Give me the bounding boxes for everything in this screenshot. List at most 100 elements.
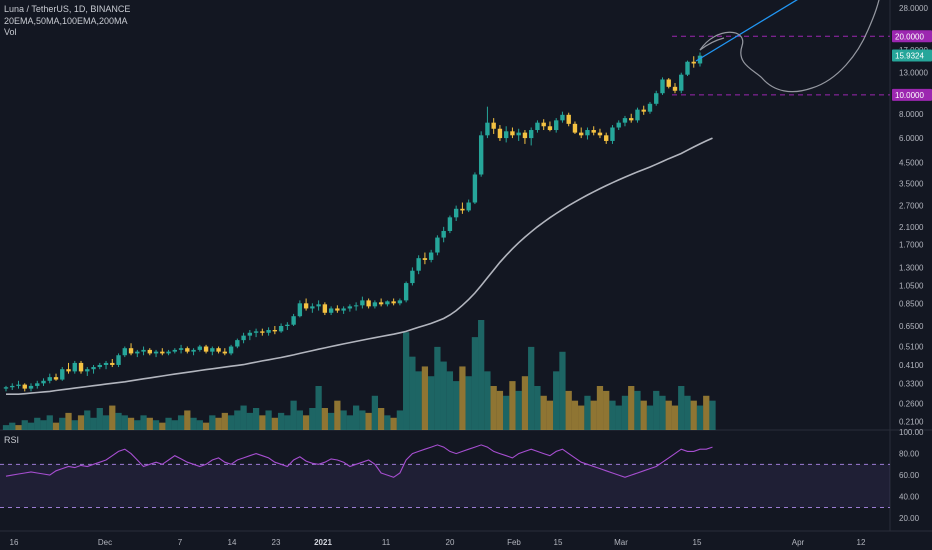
candle-body	[428, 252, 434, 260]
price-tick-label: 0.8500	[899, 299, 924, 308]
volume-bar	[202, 422, 210, 430]
volume-bar	[653, 390, 660, 430]
volume-bar	[546, 400, 554, 430]
volume-bar	[46, 415, 53, 430]
candle-body	[60, 369, 65, 380]
candle-body	[135, 351, 140, 354]
volume-bar	[421, 366, 429, 430]
volume-bar	[596, 386, 604, 430]
candle-body	[147, 349, 152, 354]
candle-body	[691, 61, 696, 64]
price-tick-label: 0.5100	[899, 343, 924, 352]
candle-body	[654, 93, 659, 104]
volume-bar	[615, 405, 622, 430]
candle-body	[10, 385, 15, 388]
candle-body	[228, 346, 234, 354]
candle-body	[403, 283, 409, 301]
candle-body	[335, 308, 340, 311]
volume-bar	[696, 405, 704, 430]
candle-body	[597, 132, 603, 136]
symbol-title: Luna / TetherUS, 1D, BINANCE	[4, 4, 131, 14]
volume-bar	[553, 371, 560, 430]
volume-bar	[40, 420, 47, 430]
candle-body	[585, 130, 590, 136]
candle-body	[360, 300, 365, 306]
candle-body	[672, 86, 678, 91]
volume-bar	[646, 405, 654, 430]
volume-legend[interactable]: Vol	[4, 27, 17, 37]
volume-bar	[340, 410, 347, 430]
candle-body	[397, 300, 403, 304]
candle-body	[97, 364, 102, 368]
volume-bar	[521, 376, 529, 430]
candle-body	[497, 128, 503, 139]
rsi-legend[interactable]: RSI	[4, 435, 20, 445]
volume-bar	[409, 356, 416, 430]
candle-body	[566, 114, 571, 124]
candle-body	[72, 362, 77, 372]
volume-bar	[571, 400, 579, 430]
candle-body	[391, 301, 396, 304]
volume-bar	[665, 400, 672, 430]
last-price-badge	[892, 49, 932, 62]
candle-body	[278, 326, 284, 332]
volume-bar	[102, 415, 110, 430]
volume-bar	[484, 371, 491, 430]
candle-body	[622, 118, 628, 123]
candle-body	[66, 369, 71, 372]
volume-bar	[2, 425, 10, 430]
candle-body	[28, 385, 34, 389]
price-tick-label: 6.0000	[899, 134, 924, 143]
candle-body	[610, 127, 615, 141]
time-tick-label: 15	[554, 538, 563, 547]
time-tick-label: Apr	[792, 538, 805, 547]
last-price-label: 15.9324	[895, 52, 924, 61]
volume-bar	[534, 386, 541, 430]
volume-bar	[209, 415, 216, 430]
volume-bar	[184, 410, 191, 430]
candle-body	[579, 132, 584, 136]
candle-body	[635, 109, 640, 121]
volume-bar	[671, 405, 679, 430]
candle-body	[666, 79, 671, 87]
candle-body	[185, 348, 190, 352]
price-tick-label: 2.1000	[899, 223, 924, 232]
time-tick-label: 11	[382, 538, 391, 547]
candle-body	[3, 387, 9, 389]
volume-bar	[284, 415, 291, 430]
candle-body	[510, 131, 515, 136]
volume-bar	[609, 400, 616, 430]
candle-body	[616, 122, 621, 128]
candle-body	[316, 304, 321, 307]
candle-body	[222, 351, 228, 354]
volume-bar	[628, 386, 635, 430]
candle-body	[554, 120, 559, 131]
volume-bar	[259, 415, 266, 430]
indicators-legend[interactable]: 20EMA,50MA,100EMA,200MA	[4, 16, 128, 26]
time-tick-label: 2021	[314, 538, 332, 547]
candle-body	[491, 122, 496, 129]
candle-body	[78, 362, 84, 372]
volume-bar	[315, 386, 322, 430]
volume-bar	[703, 395, 710, 430]
candle-body	[291, 316, 296, 325]
volume-bar	[640, 400, 647, 430]
candle-body	[503, 131, 509, 139]
volume-bar	[65, 412, 72, 430]
volume-bar	[503, 395, 510, 430]
volume-bar	[34, 417, 41, 430]
candle-body	[529, 130, 534, 139]
candle-body	[685, 61, 690, 75]
candle-body	[47, 377, 52, 381]
candle-body	[485, 122, 490, 136]
volume-bar	[196, 420, 203, 430]
candle-body	[697, 55, 703, 64]
candle-body	[560, 114, 565, 121]
candle-body	[160, 351, 165, 354]
candle-body	[122, 348, 127, 356]
candle-body	[91, 367, 96, 370]
candle-body	[41, 380, 46, 384]
volume-bar	[709, 400, 716, 430]
candle-body	[285, 324, 290, 327]
